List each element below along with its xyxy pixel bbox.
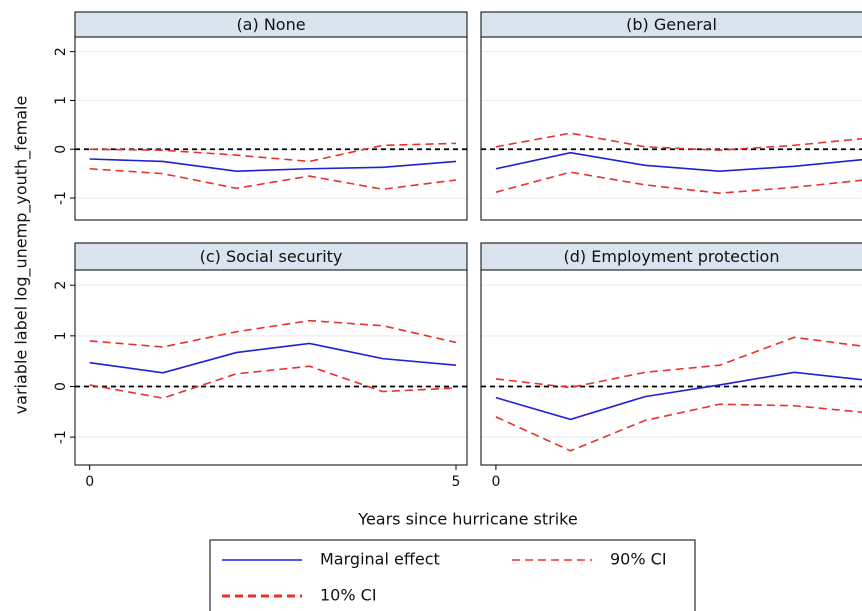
plot-frame: [74, 36, 468, 221]
y-tick-label: -1: [53, 191, 69, 205]
legend-label: 10% CI: [320, 586, 377, 605]
y-tick-label: 1: [53, 331, 69, 340]
x-tick-label: 5: [452, 474, 461, 490]
x-tick-label: 0: [491, 474, 500, 490]
series-line: [89, 319, 457, 348]
panel-title: (a) None: [236, 15, 305, 34]
legend-label: 90% CI: [610, 550, 667, 569]
y-tick-label: -1: [53, 430, 69, 444]
panel-header: [74, 11, 468, 38]
series-line: [89, 158, 457, 173]
series-line: [89, 365, 457, 399]
series-line: [495, 151, 862, 173]
plot-frame: [480, 36, 862, 221]
panel-title: (b) General: [626, 15, 717, 34]
y-tick-label: 2: [53, 281, 69, 290]
legend-label: Marginal effect: [320, 550, 440, 569]
series-line: [89, 342, 457, 374]
panel-header: [480, 11, 862, 38]
panel-header: [74, 242, 468, 271]
series-line: [495, 171, 862, 194]
y-tick-label: 0: [53, 382, 69, 391]
series-line: [89, 167, 457, 191]
series-line: [495, 403, 862, 452]
series-line: [495, 371, 862, 421]
y-axis-label: variable label log_unemp_youth_female: [12, 96, 32, 415]
plot-frame: [74, 269, 468, 466]
panel-title: (c) Social security: [200, 247, 343, 266]
series-line: [89, 142, 457, 163]
series-line: [495, 336, 862, 389]
y-tick-label: 1: [53, 96, 69, 105]
legend-box: [209, 539, 696, 611]
y-tick-label: 0: [53, 145, 69, 154]
panel-title: (d) Employment protection: [564, 247, 780, 266]
x-tick-label: 0: [85, 474, 94, 490]
x-axis-label: Years since hurricane strike: [357, 510, 577, 529]
y-tick-label: 2: [53, 47, 69, 56]
series-line: [495, 132, 862, 152]
plot-frame: [480, 269, 862, 466]
